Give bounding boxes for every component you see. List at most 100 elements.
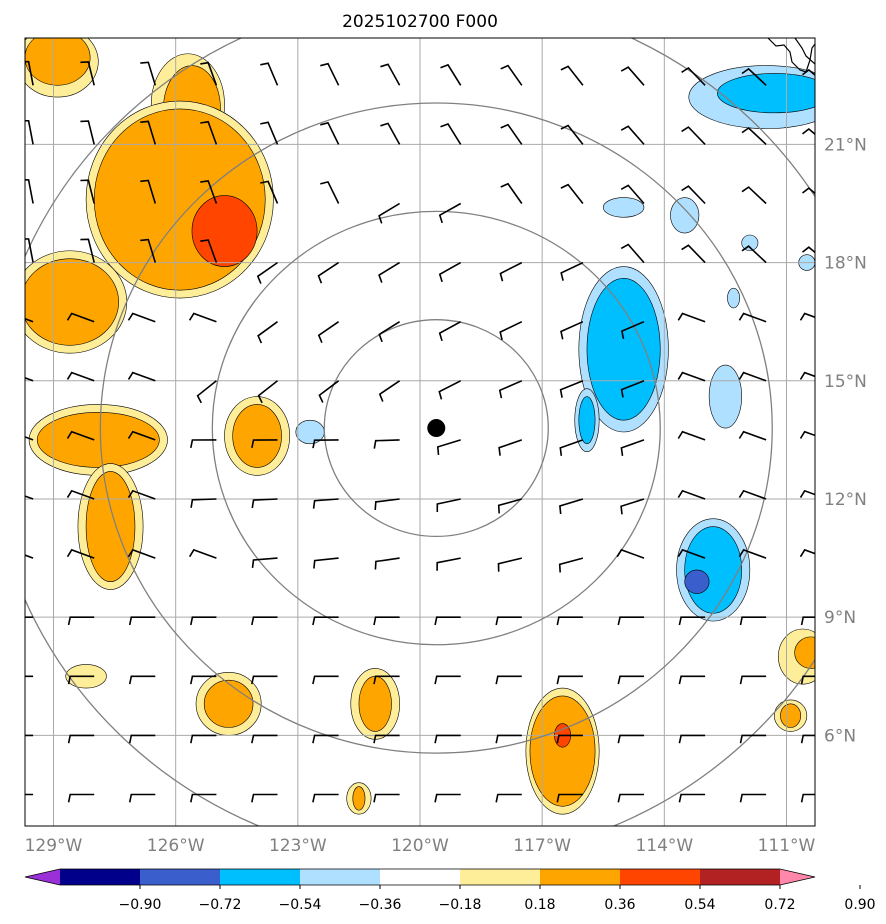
wind-barb: [25, 495, 34, 500]
lat-label: 15°N: [824, 372, 867, 392]
colorbar-tick-label: 0.36: [604, 897, 635, 913]
lon-label: 117°W: [513, 836, 571, 856]
wind-barb: [25, 238, 34, 263]
colorbar-tick-label: 0.90: [844, 897, 875, 913]
shaded-field-0.36-26: [794, 636, 815, 669]
wind-barb: [559, 380, 584, 398]
wind-barb: [320, 121, 340, 145]
wind-barb: [260, 62, 279, 86]
wind-barb: [312, 675, 339, 685]
wind-barb: [738, 548, 767, 559]
wind-barb: [251, 793, 278, 803]
wind-barb: [380, 122, 401, 145]
colorbar-tick-label: −0.36: [359, 897, 402, 913]
wind-barb: [438, 320, 462, 342]
wind-barb: [499, 320, 523, 341]
shaded-field--0.18-38: [602, 197, 645, 218]
wind-barb: [127, 312, 156, 323]
wind-barb: [66, 312, 95, 323]
colorbar-swatch: [780, 869, 815, 885]
range-rings: [25, 38, 815, 826]
wind-barb: [802, 246, 815, 254]
lat-label: 9°N: [824, 608, 856, 628]
colorbar-swatch: [540, 869, 620, 885]
wind-barb: [190, 734, 217, 744]
wind-barb: [200, 239, 218, 263]
wind-barb: [800, 734, 815, 744]
shaded-field-0.36-10: [36, 412, 160, 468]
wind-barb: [188, 548, 217, 559]
shaded-field-0.36-28: [780, 703, 802, 728]
wind-barb: [66, 548, 95, 559]
wind-barb: [620, 439, 645, 457]
shaded-field-0.36-19: [358, 675, 392, 732]
wind-barb: [800, 675, 815, 685]
wind-barb: [190, 498, 217, 508]
wind-barb: [438, 202, 462, 224]
wind-barb: [251, 498, 278, 509]
lon-label: 111°W: [758, 836, 816, 856]
wind-barb: [799, 548, 815, 558]
wind-barb: [558, 557, 584, 573]
wind-barb: [434, 793, 461, 803]
wind-barb: [499, 261, 523, 282]
wind-barb: [251, 734, 278, 744]
wind-barb: [495, 734, 522, 744]
wind-barb: [190, 439, 217, 449]
wind-barb: [251, 675, 278, 685]
wind-barb: [67, 616, 95, 626]
wind-barb: [190, 793, 217, 803]
wind-barb: [380, 63, 401, 86]
latitude-labels: 21°N 18°N 15°N 12°N 9°N 6°N: [824, 135, 867, 746]
wind-barb: [616, 548, 645, 559]
wind-barb: [140, 61, 157, 86]
wind-barb: [438, 261, 462, 283]
wind-barb: [799, 430, 815, 439]
wind-barb: [312, 734, 339, 744]
wind-barb: [799, 312, 815, 321]
wind-barb: [677, 548, 706, 559]
shaded-field-0.54-6: [191, 195, 258, 267]
shaded-field--0.54-37: [684, 569, 710, 594]
wind-barb: [495, 675, 522, 685]
shaded-field-0.36-12: [85, 471, 136, 583]
wind-barb: [374, 498, 400, 510]
wind-barb: [434, 734, 461, 744]
wind-barb: [497, 498, 523, 514]
wind-barb: [200, 180, 218, 204]
colorbar-swatch: [380, 869, 460, 885]
wind-barb: [556, 793, 583, 803]
wind-barb: [802, 68, 815, 77]
wind-barb: [190, 616, 217, 626]
wind-barb: [681, 126, 706, 145]
colorbar-outline: [24, 868, 816, 886]
wind-barb: [681, 185, 706, 205]
wind-barb: [80, 179, 95, 204]
lon-label: 129°W: [25, 836, 83, 856]
longitude-labels: 129°W 126°W 123°W 120°W 117°W 114°W 111°W: [25, 836, 816, 856]
wind-barb: [312, 439, 339, 449]
wind-barb: [25, 376, 34, 382]
colorbar-swatch: [620, 869, 700, 885]
wind-barb: [257, 380, 278, 404]
wind-barb: [436, 498, 461, 512]
colorbar-swatch: [700, 869, 780, 885]
wind-barb: [25, 554, 34, 559]
wind-barb: [256, 261, 278, 284]
colorbar-tick-label: −0.18: [439, 897, 482, 913]
wind-barb: [317, 261, 340, 284]
wind-barb: [374, 557, 400, 570]
shaded-field--0.36-32: [586, 278, 661, 421]
wind-barb: [80, 238, 95, 263]
wind-barb: [260, 121, 279, 145]
coastline-mexico: [767, 38, 815, 73]
wind-barb: [800, 793, 815, 803]
wind-barb: [498, 439, 523, 456]
wind-barb: [436, 557, 461, 571]
wind-barb: [320, 62, 340, 86]
colorbar-tick-label: 0.18: [524, 897, 555, 913]
wind-barb: [127, 371, 156, 382]
wind-barb: [802, 127, 815, 136]
wind-barb: [739, 793, 767, 803]
colorbar-swatch: [300, 869, 380, 885]
